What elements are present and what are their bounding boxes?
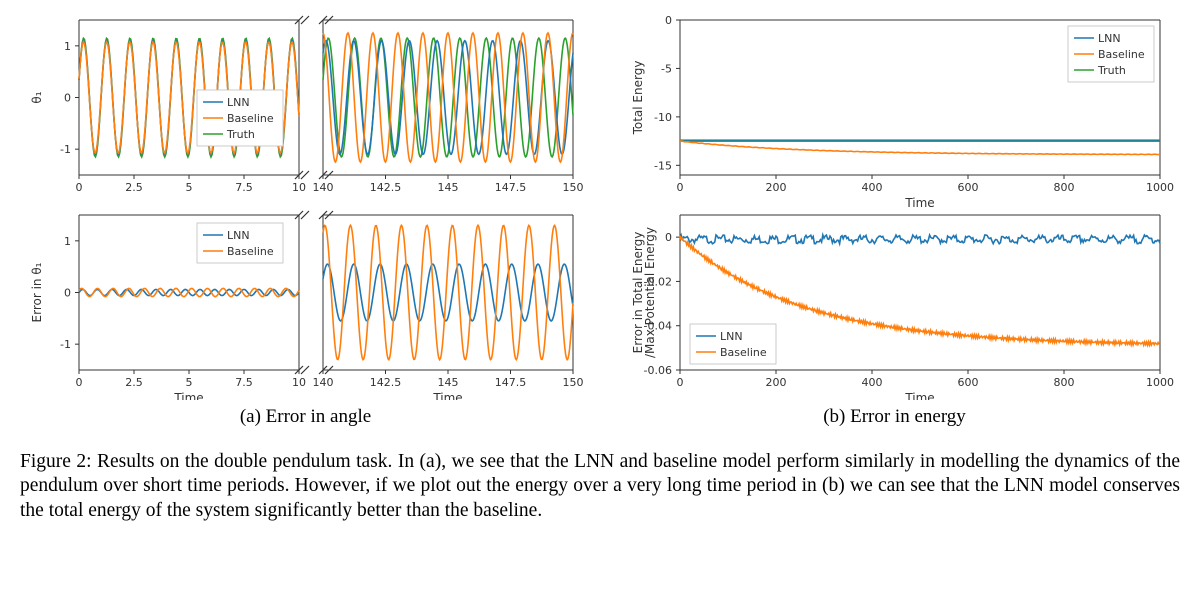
svg-text:-1: -1: [60, 143, 71, 156]
svg-text:7.5: 7.5: [235, 376, 253, 389]
svg-text:Truth: Truth: [226, 128, 255, 141]
svg-text:145: 145: [437, 376, 458, 389]
svg-text:0: 0: [75, 376, 82, 389]
svg-text:400: 400: [861, 376, 882, 389]
panel-a: 02.557.510-101θ₁LNNBaselineTruth140142.5…: [20, 10, 591, 428]
svg-text:0: 0: [676, 376, 683, 389]
svg-text:-0.06: -0.06: [643, 364, 671, 377]
svg-text:Truth: Truth: [1097, 64, 1126, 77]
svg-text:LNN: LNN: [720, 330, 743, 343]
svg-text:LNN: LNN: [227, 96, 250, 109]
panel-b: 0 200 400 600 800 1000 -15 -10 -5 0 Time Total Ener…: [609, 10, 1180, 428]
svg-text:0: 0: [64, 92, 71, 105]
svg-text:Time: Time: [904, 196, 934, 210]
svg-text:140: 140: [312, 376, 333, 389]
svg-text:Baseline: Baseline: [720, 346, 767, 359]
svg-text:140: 140: [312, 181, 333, 194]
svg-text:2.5: 2.5: [125, 181, 143, 194]
panel-b-svg: 0 200 400 600 800 1000 -15 -10 -5 0 Time Total Ener…: [610, 10, 1180, 400]
svg-text:1000: 1000: [1146, 376, 1174, 389]
svg-text:Total Energy: Total Energy: [631, 61, 645, 136]
svg-text:-5: -5: [661, 62, 672, 75]
svg-text:200: 200: [765, 181, 786, 194]
subcaption-b: (b) Error in energy: [823, 406, 966, 428]
subcaption-a: (a) Error in angle: [240, 406, 371, 428]
svg-text:147.5: 147.5: [494, 181, 526, 194]
svg-text:7.5: 7.5: [235, 181, 253, 194]
svg-text:-10: -10: [654, 111, 672, 124]
svg-text:Time: Time: [173, 391, 203, 400]
svg-text:Baseline: Baseline: [227, 112, 274, 125]
svg-text:150: 150: [562, 181, 583, 194]
svg-text:142.5: 142.5: [369, 181, 401, 194]
figure-panels: 02.557.510-101θ₁LNNBaselineTruth140142.5…: [20, 10, 1180, 428]
svg-text:Error in θ₁: Error in θ₁: [30, 262, 44, 322]
svg-text:0: 0: [75, 181, 82, 194]
svg-text:10: 10: [292, 376, 306, 389]
svg-text:/Max Potential Energy: /Max Potential Energy: [643, 227, 657, 358]
svg-text:145: 145: [437, 181, 458, 194]
svg-text:5: 5: [185, 376, 192, 389]
panel-a-svg: 02.557.510-101θ₁LNNBaselineTruth140142.5…: [21, 10, 591, 400]
svg-text:0: 0: [665, 231, 672, 244]
svg-text:5: 5: [185, 181, 192, 194]
svg-text:Baseline: Baseline: [1098, 48, 1145, 61]
svg-text:800: 800: [1053, 181, 1074, 194]
svg-text:Time: Time: [904, 391, 934, 400]
svg-text:Baseline: Baseline: [227, 245, 274, 258]
svg-text:0: 0: [665, 14, 672, 27]
svg-text:θ₁: θ₁: [30, 91, 44, 103]
svg-text:Time: Time: [432, 391, 462, 400]
svg-text:1000: 1000: [1146, 181, 1174, 194]
svg-text:LNN: LNN: [1098, 32, 1121, 45]
svg-text:1: 1: [64, 235, 71, 248]
svg-text:147.5: 147.5: [494, 376, 526, 389]
svg-text:0: 0: [676, 181, 683, 194]
svg-text:142.5: 142.5: [369, 376, 401, 389]
svg-text:LNN: LNN: [227, 229, 250, 242]
svg-text:400: 400: [861, 181, 882, 194]
figure-caption: Figure 2: Results on the double pendulum…: [20, 450, 1180, 523]
svg-text:2.5: 2.5: [125, 376, 143, 389]
svg-text:150: 150: [562, 376, 583, 389]
svg-text:800: 800: [1053, 376, 1074, 389]
svg-text:-1: -1: [60, 338, 71, 351]
svg-text:10: 10: [292, 181, 306, 194]
svg-text:600: 600: [957, 376, 978, 389]
svg-text:0: 0: [64, 287, 71, 300]
svg-text:-15: -15: [654, 159, 672, 172]
svg-text:200: 200: [765, 376, 786, 389]
svg-text:1: 1: [64, 40, 71, 53]
svg-text:600: 600: [957, 181, 978, 194]
